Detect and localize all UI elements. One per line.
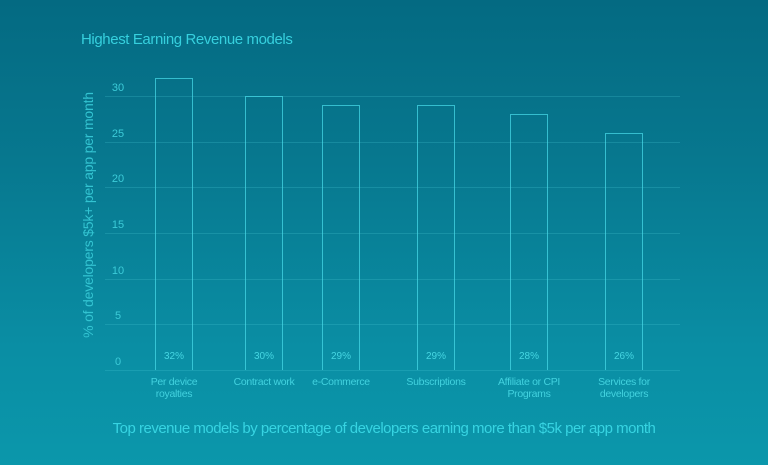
bar: 30% [245, 96, 283, 370]
chart-title: Highest Earning Revenue models [81, 31, 293, 48]
bar-value-label: 29% [330, 350, 351, 362]
x-category-label: Services for developers [598, 376, 650, 400]
bar-value-label: 28% [518, 350, 539, 362]
y-tick-label: 5 [114, 310, 122, 323]
gridline [105, 233, 680, 235]
y-tick-label: 20 [111, 173, 125, 186]
x-category-label: Per device royalties [150, 376, 198, 400]
y-tick-label: 15 [111, 219, 125, 232]
gridline [105, 187, 680, 189]
x-category-label: e-Commerce [312, 376, 370, 388]
bar-value-label: 32% [163, 350, 184, 362]
bar: 29% [322, 105, 360, 370]
bar: 28% [510, 114, 548, 370]
bar: 32% [155, 77, 193, 370]
gridline [105, 96, 680, 98]
bar-value-label: 29% [425, 350, 446, 362]
chart-caption: Top revenue models by percentage of deve… [112, 420, 656, 437]
y-tick-label: 25 [111, 127, 125, 140]
y-tick-label: 10 [111, 264, 125, 277]
bar: 26% [605, 132, 643, 370]
x-category-label: Contract work [233, 376, 295, 388]
x-category-label: Affiliate or CPI Programs [497, 376, 561, 400]
bar-value-label: 26% [613, 350, 634, 362]
y-tick-label: 0 [114, 356, 122, 368]
y-tick-label: 30 [111, 82, 125, 95]
gridline [105, 324, 680, 326]
x-category-label: Subscriptions [406, 376, 466, 388]
bar: 29% [417, 105, 455, 370]
gridline [105, 278, 680, 280]
gridline [105, 370, 680, 371]
gridline [105, 141, 680, 143]
bar-value-label: 30% [253, 350, 274, 362]
